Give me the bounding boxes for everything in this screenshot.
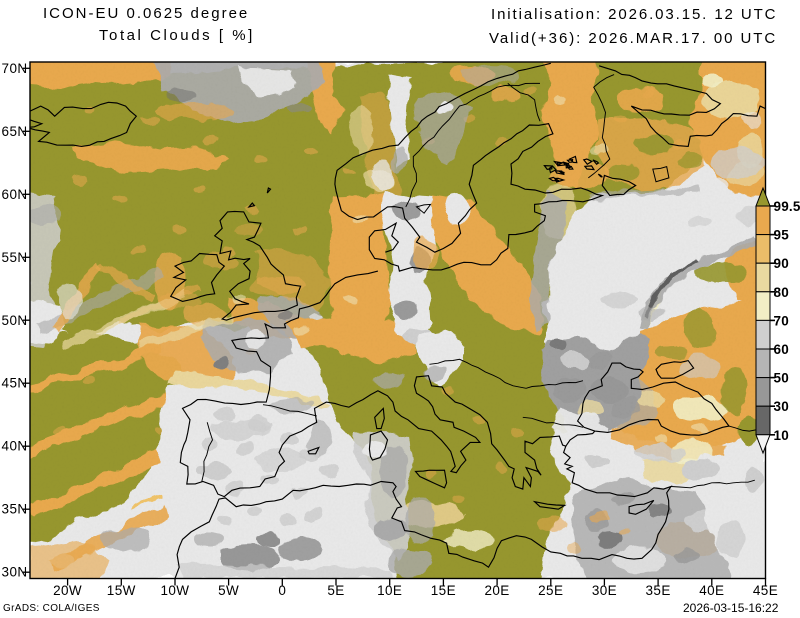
- svg-text:Valid(+36): 2026.MAR.17. 00 UT: Valid(+36): 2026.MAR.17. 00 UTC: [489, 30, 777, 47]
- svg-text:20W: 20W: [53, 583, 82, 598]
- svg-text:55N: 55N: [2, 250, 28, 265]
- svg-text:65N: 65N: [2, 124, 28, 139]
- svg-text:25E: 25E: [538, 583, 563, 598]
- svg-text:5W: 5W: [218, 583, 239, 598]
- svg-text:Initialisation: 2026.03.15. 12: Initialisation: 2026.03.15. 12 UTC: [491, 6, 777, 23]
- svg-text:15E: 15E: [431, 583, 456, 598]
- svg-text:ICON-EU 0.0625 degree: ICON-EU 0.0625 degree: [43, 5, 249, 22]
- svg-text:95: 95: [774, 228, 790, 243]
- svg-text:45N: 45N: [2, 376, 28, 391]
- svg-text:10E: 10E: [377, 583, 402, 598]
- svg-text:10W: 10W: [160, 583, 189, 598]
- svg-text:10: 10: [774, 428, 789, 443]
- svg-text:2026-03-15-16:22: 2026-03-15-16:22: [683, 601, 779, 615]
- svg-text:5E: 5E: [327, 583, 344, 598]
- svg-text:35E: 35E: [646, 583, 671, 598]
- svg-text:20E: 20E: [484, 583, 509, 598]
- svg-text:30: 30: [774, 399, 789, 414]
- svg-text:45E: 45E: [753, 583, 778, 598]
- svg-text:70: 70: [774, 313, 789, 328]
- svg-text:80: 80: [774, 285, 789, 300]
- svg-text:GrADS: COLA/IGES: GrADS: COLA/IGES: [3, 603, 100, 614]
- svg-text:15W: 15W: [107, 583, 136, 598]
- svg-text:40N: 40N: [2, 439, 28, 454]
- svg-text:70N: 70N: [2, 61, 28, 76]
- svg-text:40E: 40E: [699, 583, 724, 598]
- svg-text:50N: 50N: [2, 313, 28, 328]
- svg-text:0: 0: [278, 583, 286, 598]
- svg-text:99.5: 99.5: [774, 199, 800, 214]
- svg-text:Total Clouds [ %]: Total Clouds [ %]: [99, 27, 255, 44]
- svg-text:30E: 30E: [592, 583, 617, 598]
- svg-text:30N: 30N: [2, 565, 28, 580]
- svg-text:90: 90: [774, 256, 789, 271]
- svg-text:60: 60: [774, 342, 789, 357]
- svg-text:60N: 60N: [2, 187, 28, 202]
- svg-text:50: 50: [774, 371, 789, 386]
- svg-text:35N: 35N: [2, 502, 28, 517]
